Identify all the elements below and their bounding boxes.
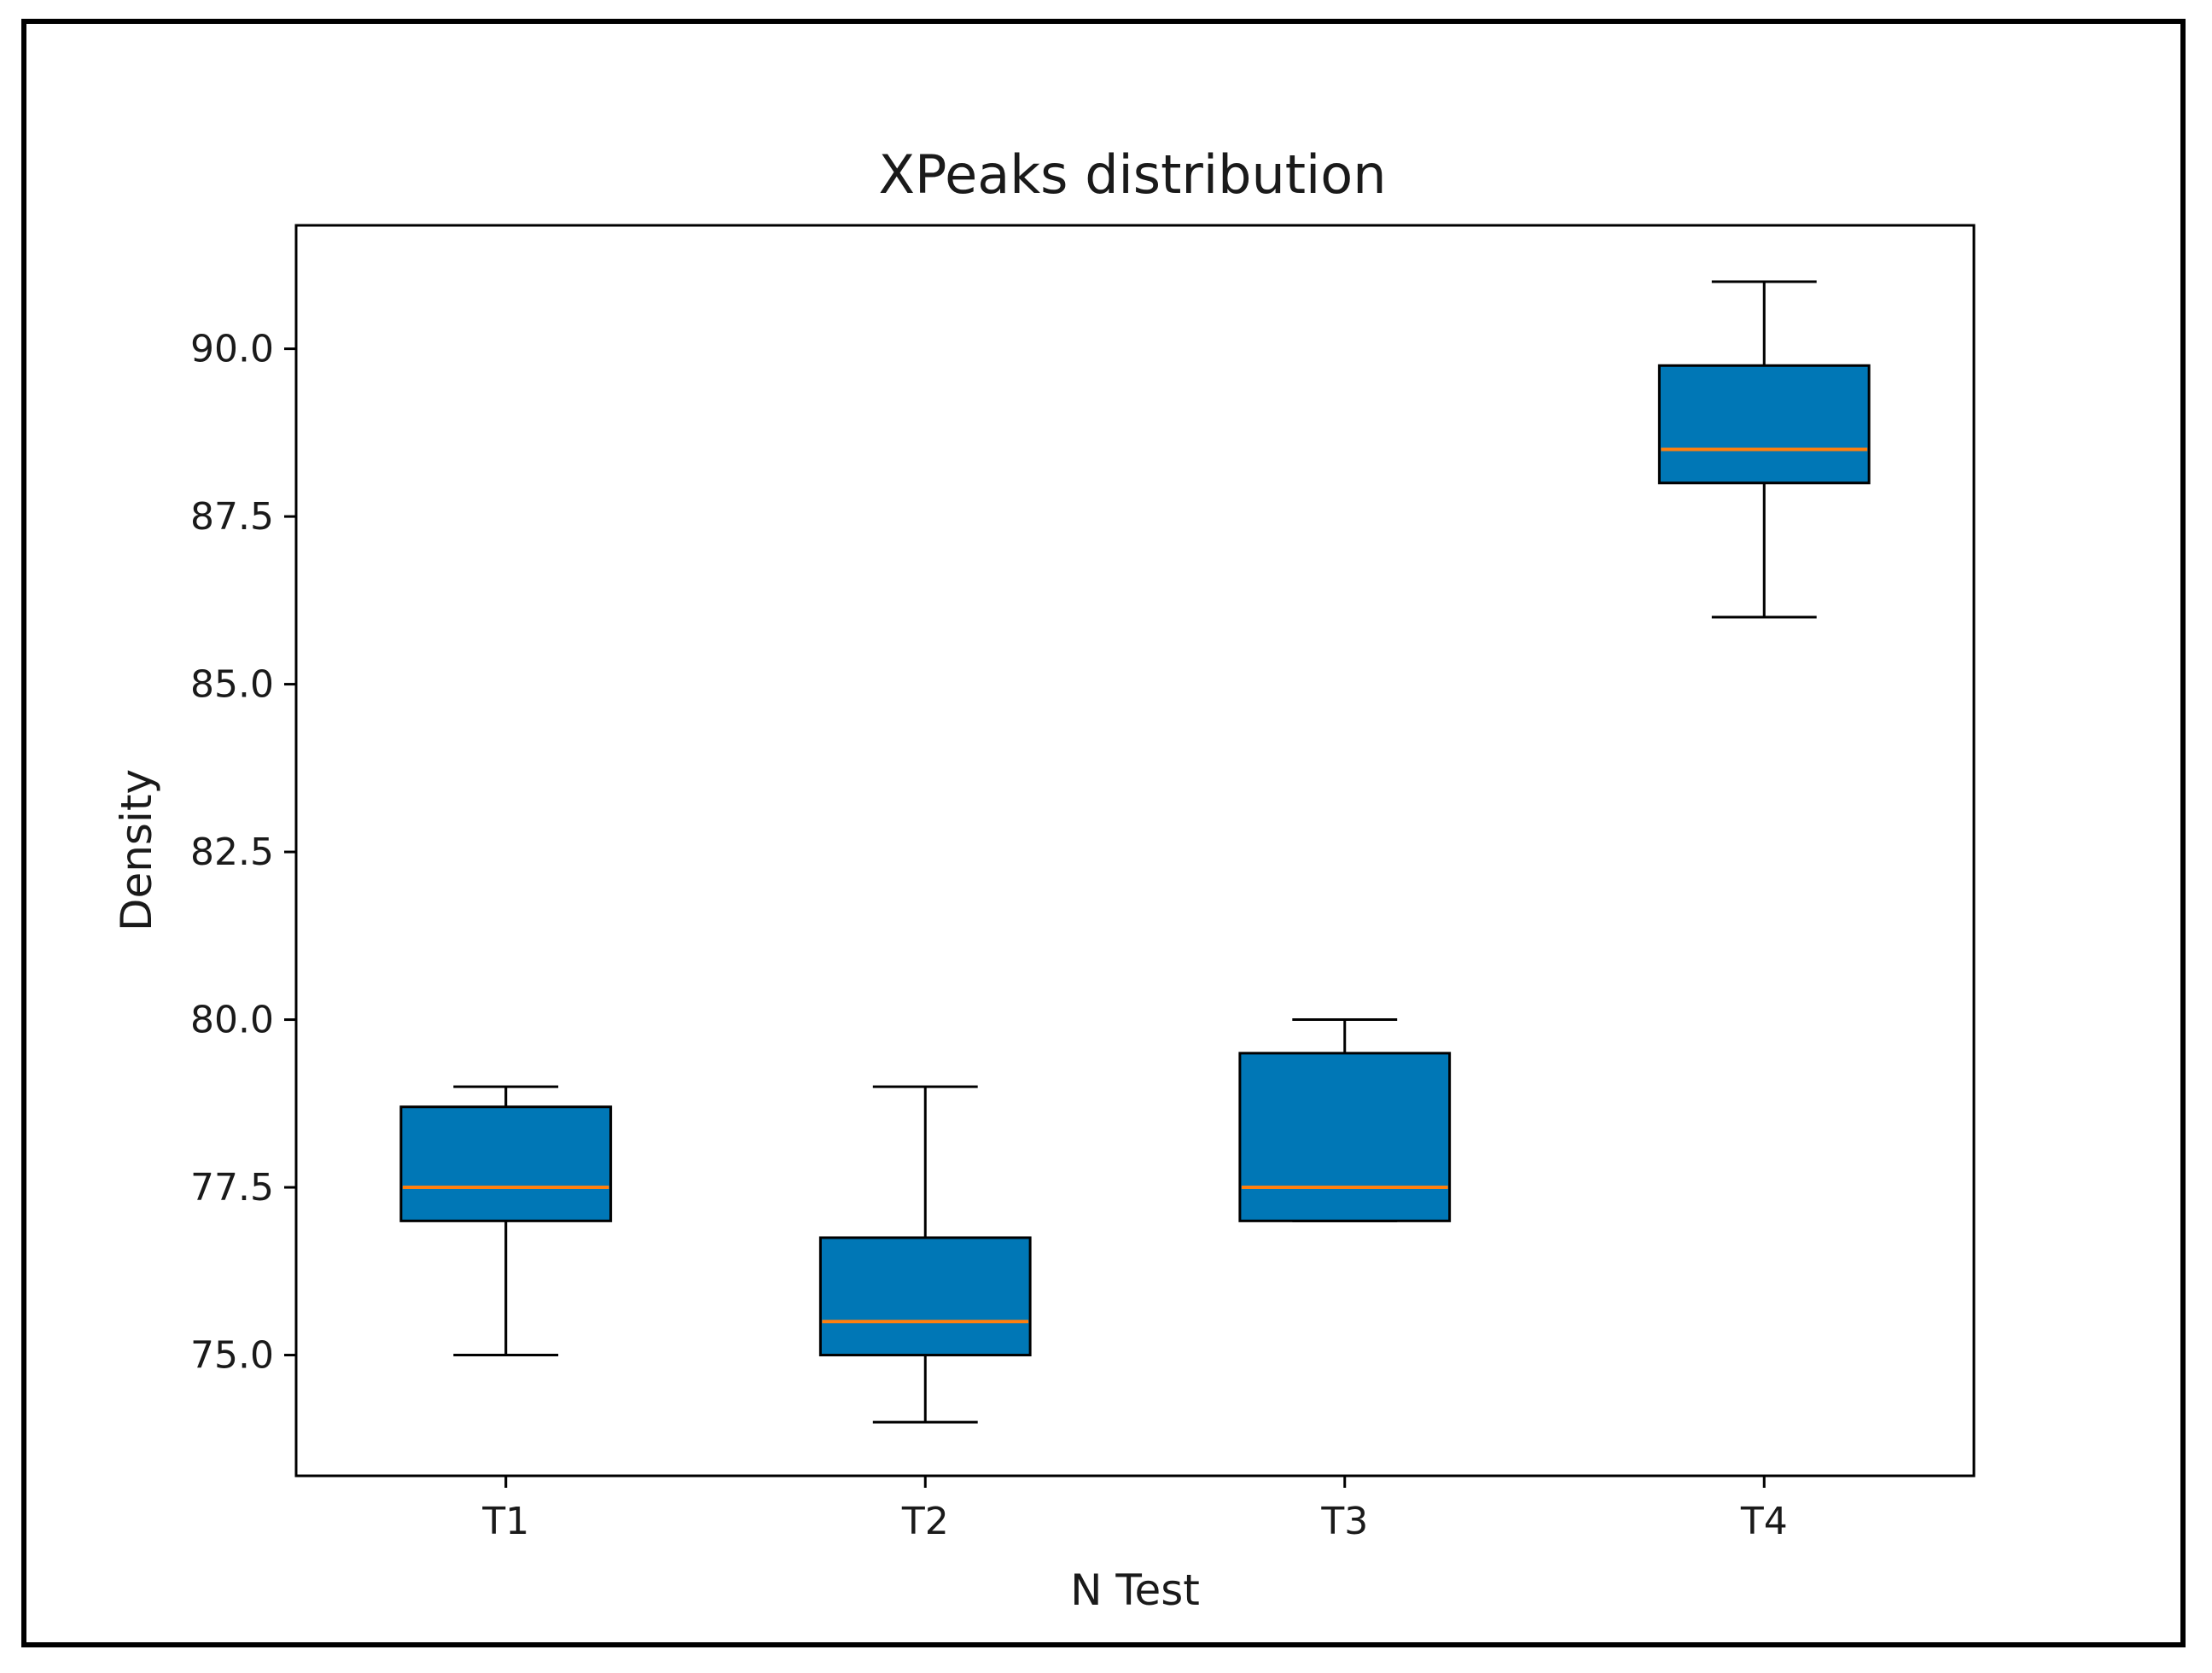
chart-title: XPeaks distribution — [878, 143, 1386, 206]
y-tick-label: 75.0 — [190, 1334, 274, 1378]
y-tick-label: 85.0 — [190, 663, 274, 707]
iqr-box — [399, 1105, 613, 1222]
iqr-box — [1238, 1052, 1452, 1222]
box-t2 — [818, 1085, 1032, 1424]
x-tick-label-t4: T4 — [1740, 1500, 1788, 1543]
iqr-box — [1657, 364, 1871, 485]
x-tick-label-t1: T1 — [481, 1500, 529, 1543]
x-axis-label: N Test — [1070, 1565, 1200, 1615]
y-tick-label: 90.0 — [190, 328, 274, 371]
y-axis-label: Density — [112, 769, 161, 931]
y-tick-label: 87.5 — [190, 495, 274, 539]
y-tick-label: 80.0 — [190, 999, 274, 1042]
y-tick-label: 77.5 — [190, 1166, 274, 1210]
plot-area — [294, 224, 1976, 1478]
box-t4 — [1657, 280, 1871, 619]
x-axis: T1 T2 T3 T4 — [481, 1476, 1788, 1543]
x-tick-label-t2: T2 — [901, 1500, 949, 1543]
boxplot-chart: XPeaks distribution 75.0 77.5 80.0 82.5 85.0… — [112, 143, 1976, 1615]
boxes-group — [399, 280, 1871, 1424]
box-t1 — [399, 1085, 613, 1357]
iqr-box — [818, 1236, 1032, 1357]
y-tick-label: 82.5 — [190, 831, 274, 874]
chart-frame: XPeaks distribution 75.0 77.5 80.0 82.5 85.0… — [21, 19, 2186, 1647]
x-tick-label-t3: T3 — [1320, 1500, 1368, 1543]
box-t3 — [1238, 1018, 1452, 1222]
y-axis: 75.0 77.5 80.0 82.5 85.0 87.5 90.0 — [190, 328, 296, 1378]
